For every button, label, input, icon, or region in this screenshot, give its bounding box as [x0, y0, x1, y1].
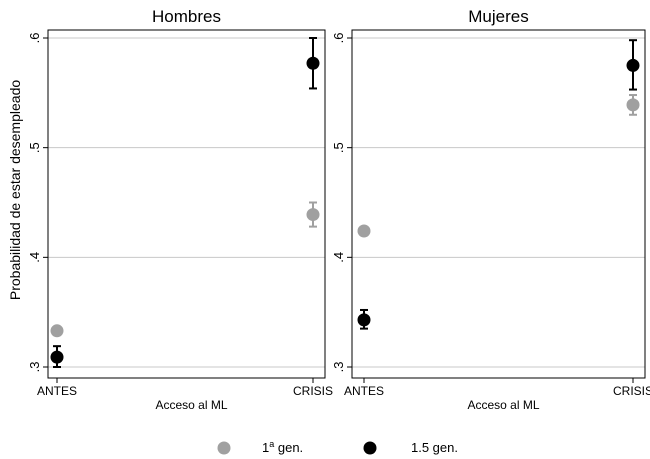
- data-point: [626, 58, 640, 72]
- legend: 1a gen. 1.5 gen.: [217, 439, 458, 455]
- y-tick-label: .5: [27, 142, 42, 153]
- legend-label: 1a gen.: [262, 439, 303, 455]
- data-point: [626, 98, 640, 112]
- y-tick-label: .4: [331, 252, 346, 263]
- y-tick-label: .4: [27, 252, 42, 263]
- data-point: [357, 224, 371, 238]
- legend-label: 1.5 gen.: [411, 440, 458, 455]
- x-tick-label: ANTES: [37, 384, 77, 398]
- data-point: [306, 56, 320, 70]
- panel-title: Mujeres: [468, 7, 528, 26]
- plot-frame: [351, 29, 646, 379]
- x-tick-label: ANTES: [344, 384, 384, 398]
- x-tick-label: CRISIS: [613, 384, 650, 398]
- y-tick-label: .3: [27, 362, 42, 373]
- x-axis-label: Acceso al ML: [467, 398, 539, 412]
- panel-mujeres: .3 .4 .5 .6 ANTES CRISIS Acceso al ML Mujeres: [331, 7, 650, 412]
- panel-hombres: .3 .4 .5 .6 ANTES CRISIS Acceso al ML Hombres: [27, 7, 333, 412]
- legend-marker: [363, 441, 377, 455]
- y-tick-label: .6: [331, 33, 346, 44]
- data-point: [306, 208, 320, 222]
- legend-marker: [217, 441, 231, 455]
- y-axis-label: Probabilidad de estar desempleado: [7, 80, 23, 300]
- data-point: [50, 324, 64, 338]
- plot-frame: [47, 29, 326, 379]
- panel-title: Hombres: [152, 7, 221, 26]
- x-tick-label: CRISIS: [293, 384, 333, 398]
- data-point: [50, 350, 64, 364]
- y-tick-label: .3: [331, 362, 346, 373]
- y-tick-label: .5: [331, 142, 346, 153]
- y-tick-label: .6: [27, 33, 42, 44]
- data-point: [357, 313, 371, 327]
- x-axis-label: Acceso al ML: [155, 398, 227, 412]
